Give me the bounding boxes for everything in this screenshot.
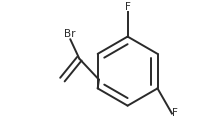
Text: Br: Br xyxy=(64,29,76,39)
Text: F: F xyxy=(125,2,130,12)
Text: F: F xyxy=(172,109,178,119)
